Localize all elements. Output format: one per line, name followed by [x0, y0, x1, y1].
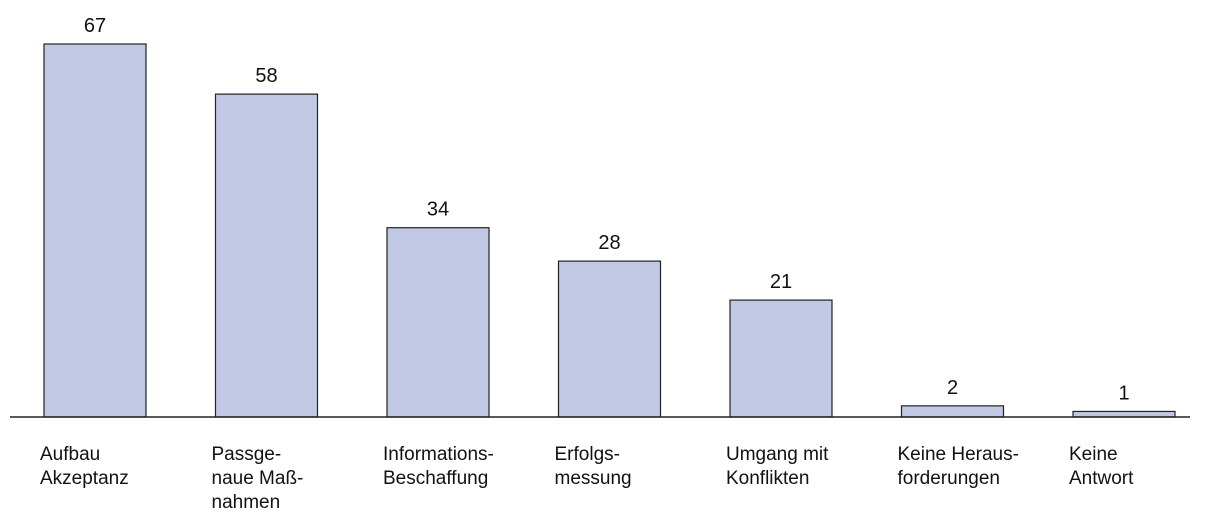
x-tick-label: Informations- Beschaffung [383, 444, 494, 489]
x-tick-label: Keine Heraus- forderungen [897, 444, 1019, 489]
x-tick-label: Erfolgs- messung [554, 444, 632, 489]
bar [900, 405, 1005, 418]
value-label: 67 [84, 15, 106, 37]
x-tick-label: Passge- naue Maß- nahmen [211, 444, 304, 513]
x-tick-label: Keine Antwort [1069, 444, 1134, 489]
bar [386, 227, 490, 418]
value-label: 58 [255, 65, 277, 87]
value-label: 34 [427, 199, 449, 221]
value-label: 1 [1118, 382, 1129, 404]
bar [557, 260, 662, 418]
value-label: 2 [947, 377, 958, 399]
value-label: 21 [770, 271, 792, 293]
bar [214, 93, 319, 418]
bar [1072, 410, 1176, 418]
bar [729, 299, 833, 418]
x-tick-label: Aufbau Akzeptanz [40, 444, 129, 489]
value-label: 28 [598, 232, 620, 254]
x-tick-label: Umgang mit Konflikten [726, 444, 829, 489]
bar [43, 43, 147, 418]
